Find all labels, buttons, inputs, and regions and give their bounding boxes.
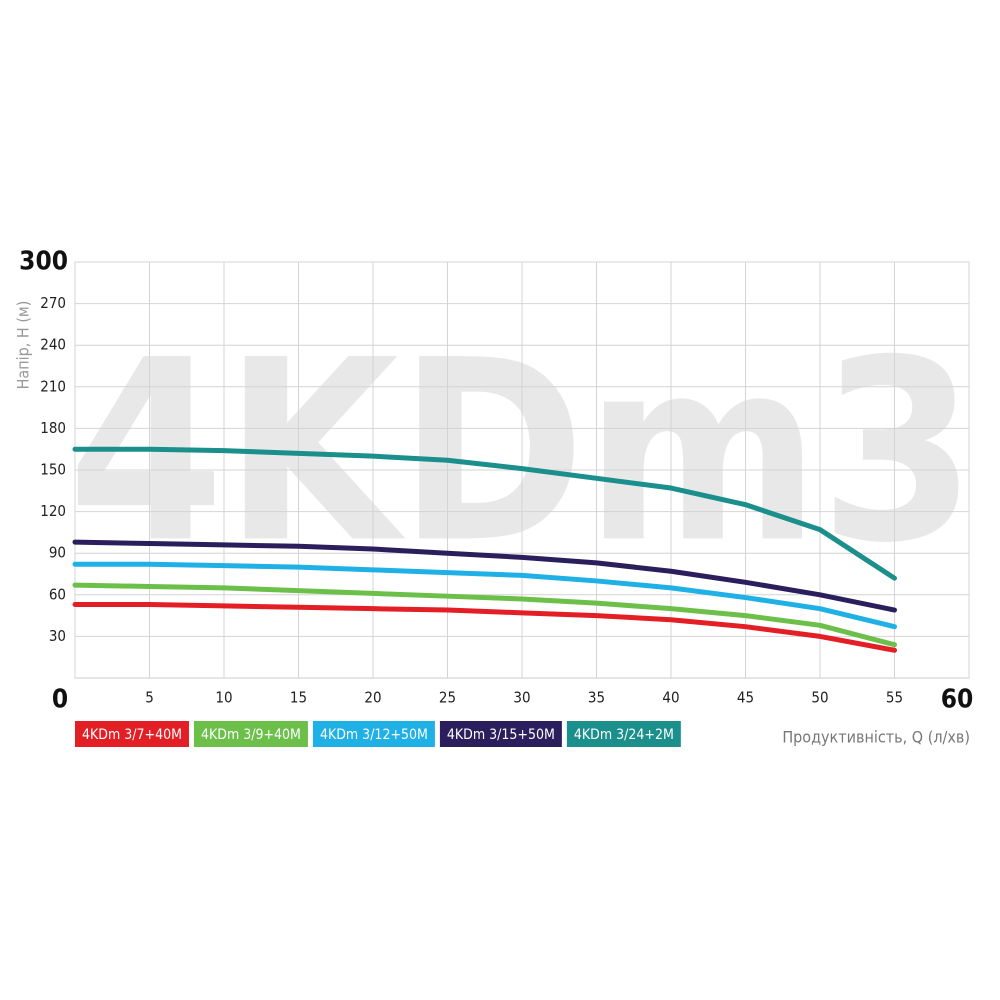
legend-swatch	[312, 721, 435, 747]
y-tick-label: 150	[40, 461, 66, 479]
y-axis-title: Напір, Н (м)	[14, 301, 33, 390]
y-tick-label: 180	[40, 419, 66, 437]
legend-swatch	[75, 721, 189, 747]
y-tick-label: 120	[40, 502, 66, 520]
y-tick-label: 90	[49, 544, 66, 562]
legend-label: 4KDm 3/7+40M	[82, 727, 182, 743]
legend-item: 4KDm 3/15+50M	[439, 721, 562, 747]
y-tick-label: 60	[49, 585, 66, 603]
x-axis-title: Продуктивність, Q (л/хв)	[782, 728, 970, 747]
x-tick-label: 25	[439, 689, 456, 707]
legend-swatch	[193, 721, 308, 747]
legend-swatch	[439, 721, 562, 747]
legend-item: 4KDm 3/7+40M	[75, 721, 189, 747]
y-tick-label: 30	[49, 627, 66, 645]
x-tick-label: 5	[145, 689, 154, 707]
legend-label: 4KDm 3/12+50M	[320, 727, 428, 743]
series-line	[72, 582, 897, 648]
x-tick-label: 20	[364, 689, 381, 707]
x-tick-label: 15	[290, 689, 307, 707]
x-tick-label: 10	[215, 689, 232, 707]
legend-item: 4KDm 3/24+2M	[566, 721, 681, 747]
series-line	[72, 446, 897, 581]
series-line	[72, 602, 897, 653]
x-tick-label: 55	[886, 689, 903, 707]
legend-label: 4KDm 3/24+2M	[574, 727, 674, 743]
legend-label: 4KDm 3/9+40M	[201, 727, 301, 743]
y-tick-label: 270	[40, 294, 66, 312]
grid	[74, 261, 970, 678]
legend-label: 4KDm 3/15+50M	[447, 727, 555, 743]
x-tick-label: 40	[662, 689, 679, 707]
y-tick-label: 300	[19, 247, 68, 277]
x-tick-label: 60	[941, 685, 974, 715]
legend-item: 4KDm 3/12+50M	[312, 721, 435, 747]
y-tick-label: 240	[40, 336, 66, 354]
legend-swatch	[566, 721, 681, 747]
series-line	[72, 539, 897, 613]
y-tick-label: 210	[40, 377, 66, 395]
series-line	[72, 561, 897, 630]
x-tick-label: 35	[588, 689, 605, 707]
x-tick-label: 50	[811, 689, 828, 707]
x-tick-label: 30	[513, 689, 530, 707]
legend-item: 4KDm 3/9+40M	[193, 721, 308, 747]
x-tick-label: 0	[52, 685, 68, 715]
x-tick-label: 45	[737, 689, 754, 707]
